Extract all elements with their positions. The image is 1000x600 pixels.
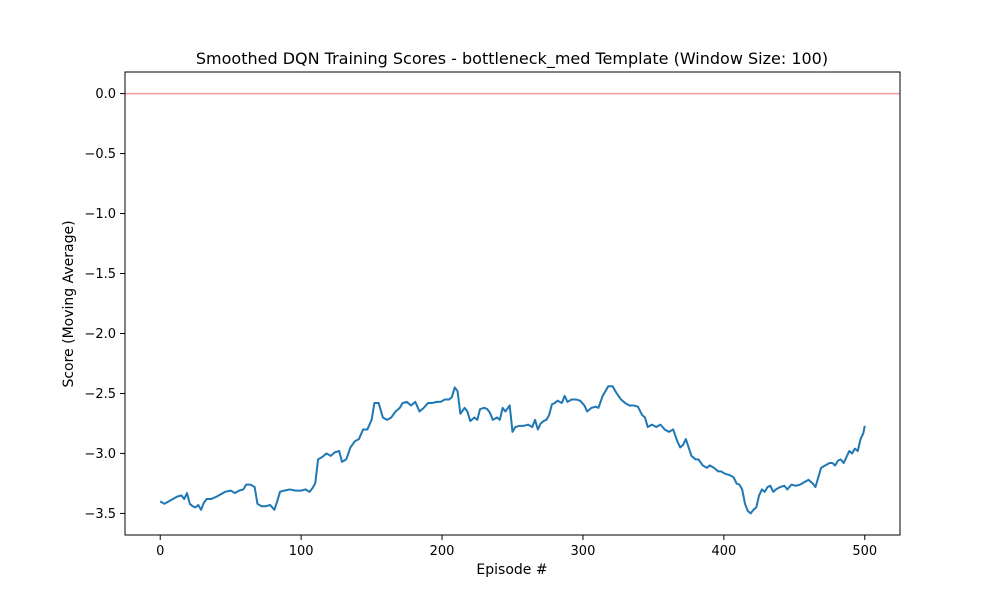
y-tick-label: −3.0 <box>84 447 116 462</box>
x-tick-label: 400 <box>711 544 736 559</box>
chart-title: Smoothed DQN Training Scores - bottlenec… <box>196 49 828 69</box>
y-tick-label: −1.0 <box>84 207 116 222</box>
x-tick-label: 100 <box>289 544 314 559</box>
x-tick-label: 500 <box>852 544 877 559</box>
y-tick-label: −1.5 <box>84 267 116 282</box>
plot-area <box>124 71 901 536</box>
y-tick-label: −2.5 <box>84 387 116 402</box>
y-tick-label: 0.0 <box>95 87 116 102</box>
x-tick-label: 200 <box>430 544 455 559</box>
y-tick-label: −0.5 <box>84 147 116 162</box>
x-tick-label: 300 <box>571 544 596 559</box>
series-line <box>159 385 866 515</box>
y-tick-label: −2.0 <box>84 327 116 342</box>
y-axis-label: Score (Moving Average) <box>61 220 77 387</box>
y-axis: 0.0 −0.5 −1.0 −1.5 −2.0 −2.5 −3.0 −3.5 <box>84 87 125 522</box>
x-axis: 0 100 200 300 400 500 <box>156 535 877 559</box>
x-axis-label: Episode # <box>476 562 547 578</box>
x-tick-label: 0 <box>156 544 164 559</box>
axes-frame <box>124 71 901 536</box>
y-tick-label: −3.5 <box>84 507 116 522</box>
